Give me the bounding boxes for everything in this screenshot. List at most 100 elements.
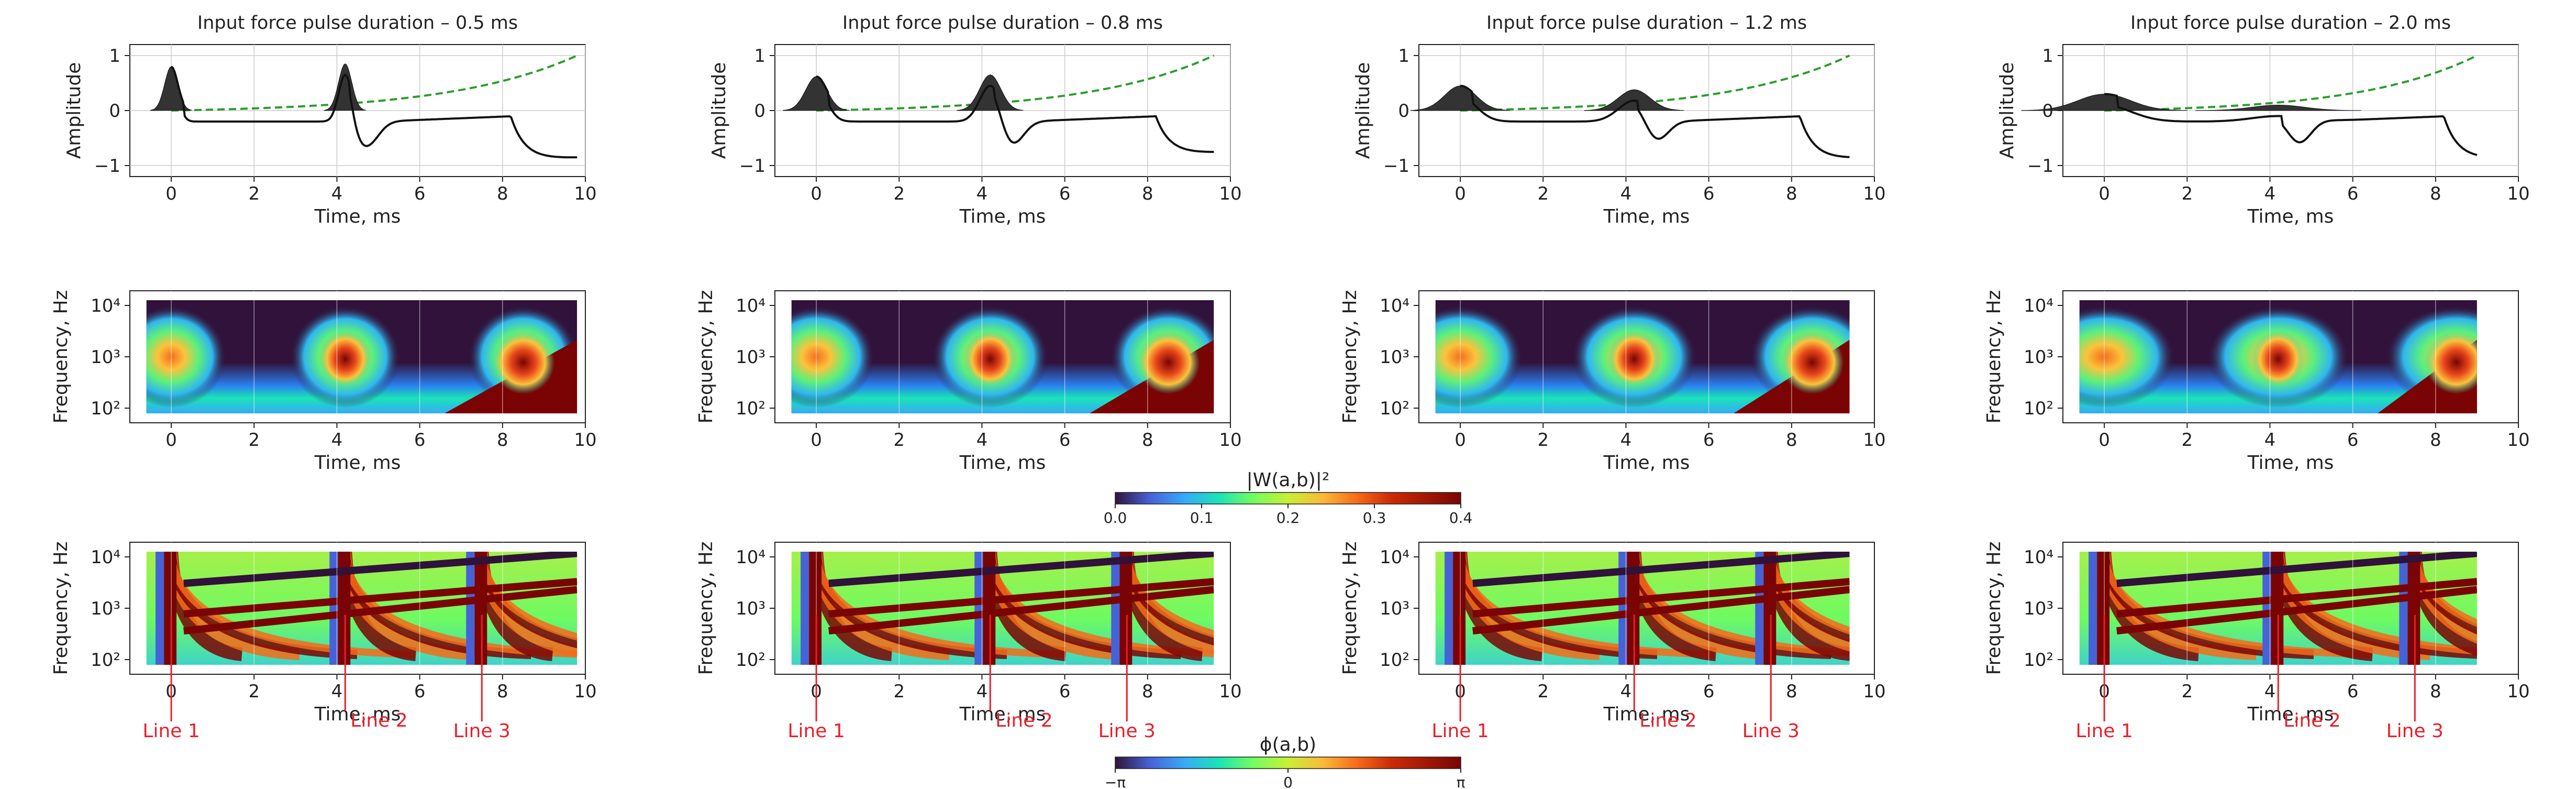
tick-label: 0.1 [1190, 509, 1214, 527]
heatmap [791, 300, 1214, 413]
chirp-line [828, 586, 1214, 635]
tick-label: 6 [414, 430, 426, 451]
tick-label: 6 [414, 681, 426, 702]
phase-stripe [1111, 552, 1120, 665]
phase-stripe [1763, 552, 1776, 665]
phase-colorbar: ϕ(a,b) −π 0 π [1105, 734, 1465, 789]
tick-label: 0 [754, 101, 765, 122]
marker-label: Line 3 [1742, 720, 1800, 742]
energy-core [319, 330, 372, 388]
tick-label: 4 [331, 681, 343, 702]
chirp-line [183, 552, 578, 587]
x-axis-label: Time, ms [1603, 452, 1690, 474]
scalogram-axes: 10² 10³ 10⁴ 0 2 4 6 8 10 Time, ms Frequency, Hz [1983, 290, 2530, 474]
tick-label: 8 [1786, 681, 1797, 702]
y-axis-label: Amplitude [1996, 62, 2018, 159]
tick-label: 2 [248, 681, 260, 702]
tick-label: 0 [2098, 430, 2110, 451]
phase-stripe [156, 552, 164, 665]
tick-label: 0.0 [1104, 509, 1127, 527]
phase-stripe [164, 552, 177, 665]
marker-label: Line 1 [142, 720, 199, 742]
tick-label: 2 [893, 183, 905, 204]
tick-label: 10² [1380, 650, 1409, 671]
tick-label: 2 [248, 430, 260, 451]
phase-stripe [1119, 552, 1132, 665]
tick-label: 8 [497, 681, 508, 702]
chirp-line [1472, 552, 1850, 587]
tick-label: 10² [91, 398, 120, 419]
heatmap [791, 552, 1214, 665]
y-axis-label: Amplitude [1352, 62, 1374, 159]
tick-label: 6 [2347, 430, 2359, 451]
tick-label: 10 [2507, 681, 2529, 702]
tick-label: 10 [1219, 430, 1241, 451]
tick-label: 2 [2181, 681, 2193, 702]
chirp-line [2116, 578, 2477, 618]
x-axis-label: Time, ms [1603, 704, 1690, 725]
marker-label: Line 2 [350, 710, 407, 731]
phase-stripe [1618, 552, 1627, 665]
phase-stripe [2399, 552, 2408, 665]
tick-label: 8 [2430, 681, 2441, 702]
tick-label: −1 [739, 156, 765, 177]
tick-label: 8 [1142, 183, 1153, 204]
tick-label: 2 [893, 430, 905, 451]
x-axis-label: Time, ms [1603, 206, 1690, 227]
tick-label: 10² [2024, 398, 2053, 419]
tick-label: 8 [1142, 681, 1153, 702]
heatmap [2079, 552, 2477, 665]
tick-label: 6 [2347, 681, 2359, 702]
tick-label: 6 [1059, 681, 1071, 702]
tick-label: 8 [1786, 183, 1797, 204]
tick-label: 10³ [736, 598, 765, 619]
tick-label: 1 [109, 46, 120, 67]
tick-label: 10³ [736, 347, 765, 368]
energy-core [1137, 331, 1200, 394]
tick-label: 10² [736, 650, 765, 671]
chirp-line [2116, 586, 2477, 635]
tick-label: 10³ [91, 598, 120, 619]
marker-label: Line 3 [1098, 720, 1156, 742]
x-axis-label: Time, ms [959, 452, 1046, 474]
energy-core [2252, 330, 2305, 388]
tick-label: 4 [1620, 681, 1632, 702]
tick-label: −1 [1383, 156, 1409, 177]
phase-stripe [974, 552, 983, 665]
marker-label: Line 2 [1639, 710, 1696, 731]
tick-label: 10³ [1380, 598, 1409, 619]
tick-label: 6 [1703, 430, 1715, 451]
signal-series [816, 75, 1214, 153]
signal-series [1460, 84, 1850, 158]
tick-label: 0 [2098, 183, 2110, 204]
subplot-title: Input force pulse duration – 2.0 ms [2130, 13, 2451, 34]
tick-label: −π [1105, 774, 1126, 789]
x-axis-label: Time, ms [2247, 704, 2334, 725]
tick-label: 6 [1703, 183, 1715, 204]
tick-label: 2 [893, 681, 905, 702]
chirp-line [828, 552, 1214, 587]
marker-label: Line 3 [453, 720, 510, 742]
x-axis-label: Time, ms [314, 704, 401, 725]
heatmap [1435, 300, 1850, 413]
tick-label: 0 [1454, 183, 1466, 204]
x-axis-label: Time, ms [2247, 206, 2334, 227]
subplot-title: Input force pulse duration – 0.8 ms [842, 13, 1163, 34]
signal-series [2104, 93, 2478, 156]
tick-label: π [1457, 774, 1465, 789]
energy-blob [1435, 305, 1523, 408]
energy-blob [791, 305, 875, 408]
tick-label: 10⁴ [736, 547, 765, 568]
tick-label: 10³ [1380, 347, 1409, 368]
phase-band [1123, 552, 1214, 638]
phase-stripe [809, 552, 822, 665]
tick-label: 8 [1142, 430, 1153, 451]
tick-label: 4 [2264, 430, 2276, 451]
tick-label: 2 [2181, 183, 2193, 204]
reference-series [171, 54, 578, 112]
colorbar-ramp [1115, 492, 1461, 505]
